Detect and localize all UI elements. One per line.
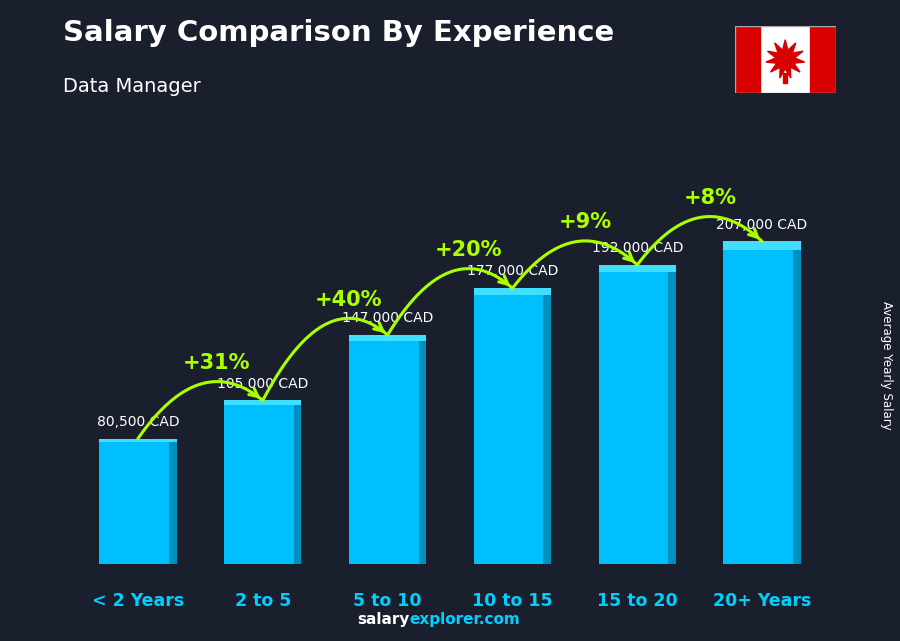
Bar — [811, 26, 836, 93]
Text: salary: salary — [357, 612, 410, 627]
Bar — [293, 401, 302, 564]
Bar — [734, 26, 760, 93]
Text: 5 to 10: 5 to 10 — [354, 592, 422, 610]
Text: 20+ Years: 20+ Years — [713, 592, 811, 610]
Text: < 2 Years: < 2 Years — [92, 592, 184, 610]
Bar — [349, 335, 427, 564]
Bar — [783, 74, 788, 83]
Text: 105,000 CAD: 105,000 CAD — [217, 376, 309, 390]
Bar — [598, 265, 676, 272]
Text: +9%: +9% — [559, 212, 612, 232]
Bar — [224, 401, 302, 564]
Bar — [473, 288, 551, 295]
Text: +20%: +20% — [435, 240, 502, 260]
Text: +40%: +40% — [315, 290, 382, 310]
Text: +8%: +8% — [683, 188, 736, 208]
Text: Data Manager: Data Manager — [63, 77, 201, 96]
Text: Average Yearly Salary: Average Yearly Salary — [880, 301, 893, 429]
Text: 10 to 15: 10 to 15 — [472, 592, 553, 610]
Text: 207,000 CAD: 207,000 CAD — [716, 217, 807, 231]
Bar — [724, 242, 801, 249]
Bar — [224, 401, 302, 404]
Bar — [169, 438, 176, 564]
Bar — [473, 288, 551, 564]
Text: 177,000 CAD: 177,000 CAD — [467, 264, 558, 278]
Text: 192,000 CAD: 192,000 CAD — [591, 241, 683, 255]
Text: 147,000 CAD: 147,000 CAD — [342, 311, 433, 325]
Bar — [99, 438, 176, 442]
Text: 15 to 20: 15 to 20 — [597, 592, 678, 610]
Bar — [349, 335, 427, 341]
Bar — [793, 242, 801, 564]
Text: Salary Comparison By Experience: Salary Comparison By Experience — [63, 19, 614, 47]
Bar — [598, 265, 676, 564]
Text: explorer.com: explorer.com — [410, 612, 520, 627]
Text: +31%: +31% — [184, 353, 251, 373]
Text: 2 to 5: 2 to 5 — [235, 592, 291, 610]
Bar — [724, 242, 801, 564]
Bar — [544, 288, 551, 564]
Bar — [99, 438, 176, 564]
Bar — [418, 335, 427, 564]
Text: 80,500 CAD: 80,500 CAD — [96, 415, 179, 429]
Bar — [668, 265, 676, 564]
Polygon shape — [766, 40, 805, 78]
